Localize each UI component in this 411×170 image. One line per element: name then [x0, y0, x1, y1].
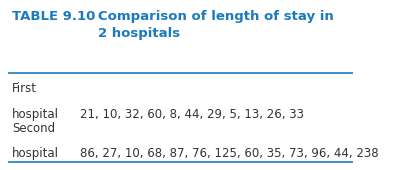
Text: hospital: hospital: [12, 108, 59, 121]
Text: First: First: [12, 82, 37, 95]
Text: 21, 10, 32, 60, 8, 44, 29, 5, 13, 26, 33: 21, 10, 32, 60, 8, 44, 29, 5, 13, 26, 33: [80, 108, 304, 121]
Text: 86, 27, 10, 68, 87, 76, 125, 60, 35, 73, 96, 44, 238: 86, 27, 10, 68, 87, 76, 125, 60, 35, 73,…: [80, 147, 379, 160]
Text: Second: Second: [12, 122, 55, 135]
Text: Comparison of length of stay in
2 hospitals: Comparison of length of stay in 2 hospit…: [98, 10, 334, 40]
Text: TABLE 9.10: TABLE 9.10: [12, 10, 95, 23]
Text: hospital: hospital: [12, 147, 59, 160]
